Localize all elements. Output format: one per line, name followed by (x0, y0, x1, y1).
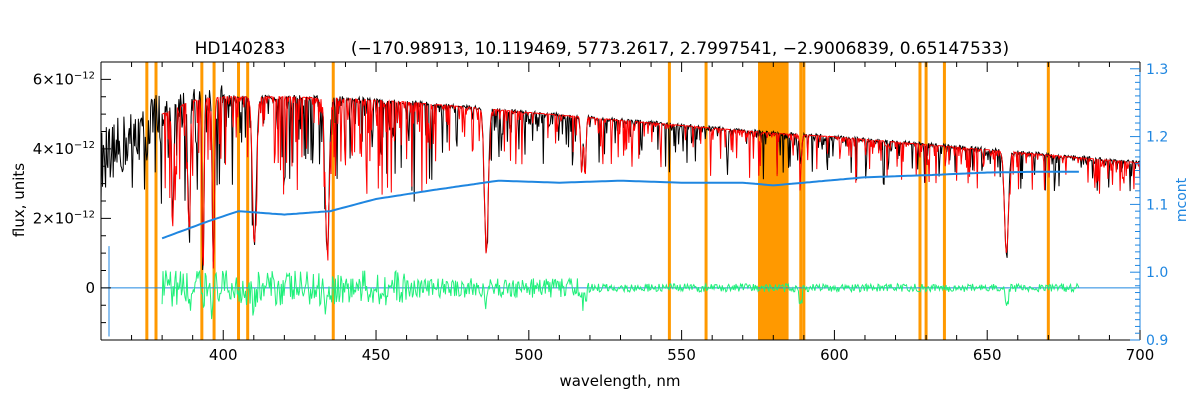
y2-tick-label: 1.1 (1146, 197, 1168, 213)
mask-line (154, 62, 158, 340)
mask-line (924, 62, 928, 340)
x-axis-label: wavelength, nm (559, 372, 680, 390)
x-tick-label: 500 (515, 346, 544, 364)
y-axis-label: flux, units (10, 163, 28, 237)
y-tick-label: 6×10−12 (33, 70, 95, 88)
mask-line (918, 62, 922, 340)
y2-tick-label: 0.9 (1146, 333, 1168, 349)
y2-tick-label: 1.0 (1146, 265, 1168, 281)
y2-tick-label: 1.2 (1146, 130, 1168, 146)
mask-band (758, 62, 789, 340)
mask-line (802, 62, 806, 340)
residuals-line (161, 269, 1080, 320)
x-tick-label: 400 (209, 346, 238, 364)
mask-line (799, 62, 803, 340)
x-tick-label: 550 (667, 346, 696, 364)
x-tick-label: 700 (1126, 346, 1155, 364)
y-tick-label: 0 (85, 279, 95, 297)
mask-line (145, 62, 149, 340)
y2-axis-label: mcont (1174, 177, 1190, 222)
y-tick-label: 2×10−12 (33, 209, 95, 227)
mask-line (331, 62, 335, 340)
series-layer (100, 85, 1141, 337)
model-spectrum-line (161, 95, 1141, 269)
mask-line (237, 62, 241, 340)
axes: 400 450 500 550 600 650 700 0 2×10−12 4×10−12 6×10… (33, 61, 1168, 364)
x-tick-label: 650 (973, 346, 1002, 364)
mask-line (942, 62, 946, 340)
x-tick-label: 600 (820, 346, 849, 364)
y-tick-label: 4×10−12 (33, 140, 95, 158)
mask-line (1046, 62, 1050, 340)
mask-line (704, 62, 708, 340)
mask-line (667, 62, 671, 340)
mask-line (246, 62, 250, 340)
x-tick-label: 450 (362, 346, 391, 364)
chart-title: HD140283 (195, 39, 286, 59)
chart-subtitle: (−170.98913, 10.119469, 5773.2617, 2.799… (351, 39, 1009, 59)
mcont-line (161, 170, 1079, 240)
y2-tick-label: 1.3 (1146, 62, 1168, 78)
